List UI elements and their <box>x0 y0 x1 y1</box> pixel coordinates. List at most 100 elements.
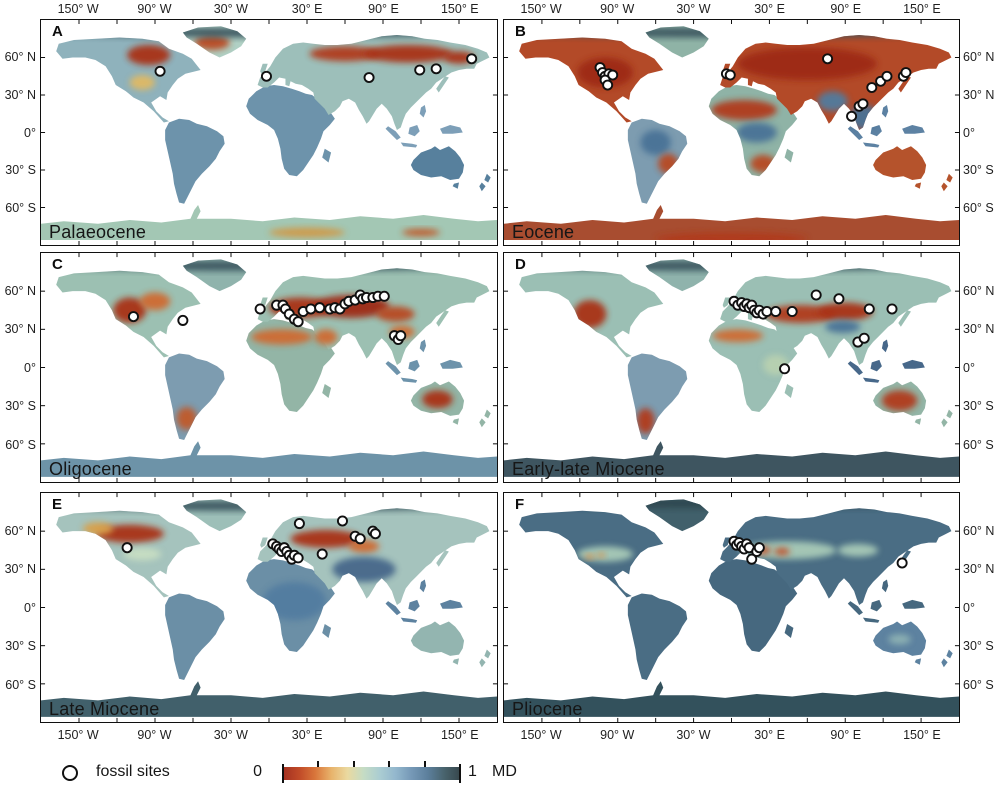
colorbar-tick <box>317 761 320 767</box>
map-eocene <box>504 20 959 245</box>
fossil-site-marker <box>316 548 328 560</box>
fossil-site-marker <box>761 305 773 318</box>
panel-letter: E <box>52 496 63 513</box>
fossil-sites-layer <box>127 289 407 346</box>
fossil-site-marker <box>846 110 858 122</box>
lat-axis-label: 30° S <box>963 163 994 178</box>
fossil-site-marker <box>602 79 614 91</box>
fossil-site-marker <box>786 305 798 318</box>
lat-axis-label: 60° S <box>5 201 36 216</box>
fossil-site-marker <box>314 302 326 314</box>
fossil-site-marker <box>177 314 189 326</box>
fossil-site-marker <box>607 69 619 81</box>
lat-axis-label: 0° <box>963 600 975 615</box>
fossil-sites-layer <box>728 289 898 375</box>
colorbar-max-label: 1 <box>468 763 477 780</box>
lon-axis-label: 150° W <box>520 2 562 16</box>
lon-axis-label: 30° E <box>291 728 323 742</box>
fossil-site-marker <box>154 65 166 77</box>
fossil-sites-layer <box>728 535 908 569</box>
fossil-site-symbol <box>62 765 78 781</box>
lat-axis-label: 30° S <box>963 639 994 653</box>
fossil-site-marker <box>833 293 845 305</box>
lon-axis-label: 150° E <box>440 2 479 16</box>
graticule-ticks <box>504 253 959 482</box>
map-pliocene <box>504 493 959 722</box>
lat-axis-label: 60° N <box>963 523 995 538</box>
fossil-site-marker <box>336 515 348 527</box>
land-layer <box>41 259 497 477</box>
map-late-miocene <box>41 493 497 722</box>
panel-letter: A <box>52 23 63 40</box>
fossil-site-marker <box>857 98 869 110</box>
lon-axis-label: 30° W <box>213 2 248 16</box>
colorbar-tick <box>459 764 461 783</box>
fossil-sites-layer <box>121 515 381 565</box>
graticule-ticks <box>504 20 959 245</box>
fossil-site-marker <box>354 533 366 545</box>
lat-axis-label: 60° N <box>4 49 36 64</box>
epoch-label: Pliocene <box>512 699 583 719</box>
lon-axis-label: 30° W <box>676 728 711 742</box>
lon-axis-label: 150° W <box>520 728 562 742</box>
lon-axis-label: 150° E <box>903 728 941 742</box>
panel-early-late-miocene: D Early-late Miocene <box>503 252 960 483</box>
fossil-site-marker <box>746 553 758 565</box>
lat-axis-label: 0° <box>24 360 36 375</box>
fossil-site-marker <box>292 552 304 564</box>
fossil-sites-layer <box>594 53 912 122</box>
panel-oligocene: C Oligocene <box>40 252 498 483</box>
lat-axis-label: 0° <box>963 360 975 375</box>
lat-axis-label: 60° S <box>5 437 36 452</box>
fossil-sites-layer <box>154 53 478 83</box>
lat-axis-label: 30° N <box>963 87 995 102</box>
graticule-ticks <box>41 253 497 482</box>
lat-axis-label: 0° <box>24 125 36 140</box>
fossil-site-marker <box>127 311 139 323</box>
fossil-site-marker <box>810 289 822 301</box>
lat-axis-label: 60° S <box>5 677 36 692</box>
fossil-site-marker <box>395 330 407 342</box>
lon-axis-label: 90° E <box>830 728 862 742</box>
lon-axis-label: 150° W <box>57 728 99 742</box>
lon-axis-label: 90° E <box>368 2 399 16</box>
fossil-site-marker <box>858 332 870 344</box>
legend: fossil sites 0 1 MD <box>0 752 1000 790</box>
colorbar-tick <box>423 761 426 767</box>
lon-axis-label: 90° W <box>137 2 172 16</box>
lat-axis-label: 60° S <box>963 437 994 452</box>
lat-axis-label: 30° S <box>963 399 994 413</box>
lat-axis-label: 60° N <box>963 283 995 298</box>
lat-axis-label: 30° S <box>5 399 36 413</box>
lat-axis-label: 0° <box>24 600 36 615</box>
fossil-site-marker <box>254 303 266 315</box>
epoch-label: Early-late Miocene <box>512 459 665 479</box>
colorbar-tick <box>388 761 391 767</box>
fossil-site-marker <box>881 70 893 82</box>
fossil-site-marker <box>430 63 442 75</box>
lon-axis-label: 30° E <box>754 728 785 742</box>
lat-axis-label: 0° <box>963 125 975 140</box>
lat-axis-label: 60° S <box>963 677 994 692</box>
lat-axis-label: 30° S <box>5 639 36 653</box>
epoch-label: Eocene <box>512 222 575 242</box>
lon-axis-label: 30° E <box>291 2 323 16</box>
fossil-site-marker <box>770 305 782 318</box>
lat-axis-label: 60° N <box>4 283 36 298</box>
panel-letter: C <box>52 256 63 273</box>
lon-axis-label: 150° W <box>57 2 99 16</box>
epoch-label: Late Miocene <box>49 699 160 719</box>
fossil-site-marker <box>779 363 791 375</box>
panel-letter: F <box>515 496 525 513</box>
graticule-ticks <box>41 493 497 722</box>
colorbar <box>282 761 461 783</box>
colorbar-tick <box>282 764 284 783</box>
land-layer <box>504 26 959 240</box>
fossil-site-marker <box>363 72 375 83</box>
lat-axis-label: 30° S <box>5 163 36 178</box>
colorbar-tick <box>352 761 355 767</box>
lon-axis-label: 90° W <box>600 728 635 742</box>
lon-axis-label: 150° E <box>440 728 479 742</box>
fossil-sites-label: fossil sites <box>96 763 170 780</box>
